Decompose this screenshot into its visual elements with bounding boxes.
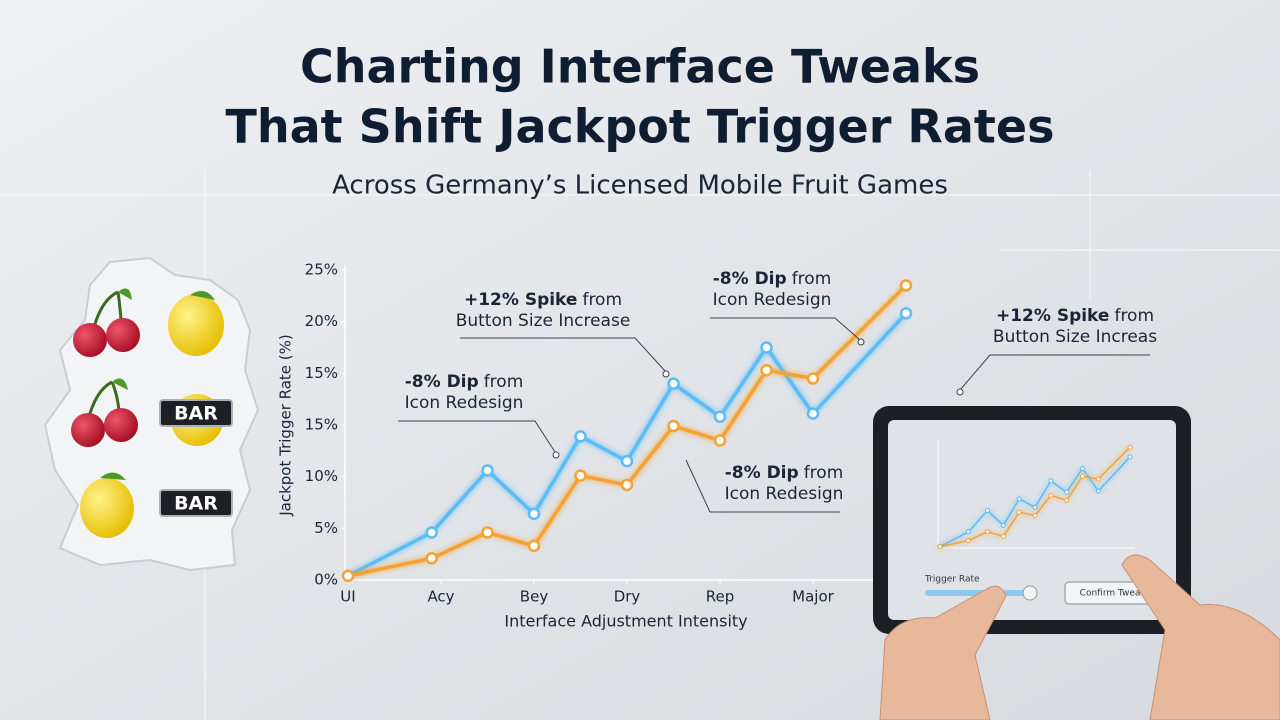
y-tick-label: 0% [314, 571, 338, 589]
annotation: +12% Spike from [996, 306, 1154, 326]
data-point [1016, 509, 1022, 515]
data-point [667, 419, 680, 433]
x-axis-title: Interface Adjustment Intensity [504, 612, 747, 631]
x-tick-label: Rep [706, 588, 735, 606]
data-point [527, 539, 541, 553]
annotation-headline: -8% Dip [713, 269, 787, 289]
mini-chart [937, 440, 1135, 550]
annotation: -8% Dip from [405, 372, 524, 392]
data-point [1000, 522, 1006, 528]
x-tick-label: Bey [520, 588, 549, 606]
callout-lines [398, 317, 1150, 513]
lemon-icon [80, 472, 134, 538]
annotation-headline: +12% Spike [996, 306, 1109, 326]
y-tick-label: 15% [305, 364, 338, 382]
data-point [806, 407, 820, 420]
data-point [966, 529, 971, 535]
title-line: That Shift Jackpot Trigger Rates [226, 100, 1055, 154]
data-point [574, 469, 587, 482]
annotation-detail: Icon Redesign [405, 393, 524, 413]
data-point [425, 552, 438, 565]
annotation-headline: -8% Dip [725, 463, 799, 483]
data-point [806, 372, 820, 385]
data-point [527, 507, 541, 521]
data-point [1095, 476, 1101, 482]
annotation-text: from [484, 372, 524, 392]
data-point [985, 508, 990, 514]
annotation: -8% Dip from [725, 463, 844, 483]
annotation: +12% Spike from [464, 290, 622, 310]
data-point [1095, 488, 1101, 494]
y-tick-label: 5% [314, 519, 338, 537]
data-point [985, 529, 990, 535]
y-axis-title: Jackpot Trigger Rate (%) [277, 334, 295, 517]
data-point [1048, 492, 1054, 498]
cherry-icon [71, 378, 138, 447]
data-point [1080, 473, 1085, 479]
annotation-headline: +12% Spike [464, 290, 577, 310]
annotation-detail: Button Size Increas [993, 327, 1157, 347]
data-point [574, 430, 587, 443]
confirm-button[interactable]: Confirm Tweaks [1080, 589, 1151, 599]
tablet: Trigger Rate Confirm Tweaks [873, 406, 1191, 634]
data-point [620, 454, 634, 468]
data-point [1032, 504, 1038, 510]
annotation-text: from [792, 269, 832, 289]
data-point [1016, 496, 1022, 502]
y-tick-label: 25% [305, 261, 338, 279]
data-point [760, 363, 773, 377]
data-point [1000, 533, 1006, 539]
annotation-text: from [582, 290, 622, 310]
x-tick-label: Acy [427, 588, 454, 606]
title-line: Charting Interface Tweaks [300, 40, 980, 94]
annotation-detail: Button Size Increase [456, 311, 631, 331]
y-tick-label: 20% [305, 312, 338, 330]
data-point [1064, 489, 1070, 495]
data-point [966, 538, 971, 544]
y-tick-label: 10% [305, 467, 338, 485]
data-point [667, 377, 680, 390]
data-point [899, 279, 913, 292]
annotation-detail: Icon Redesign [725, 484, 844, 504]
data-point [620, 478, 634, 492]
x-tick-label: Dry [614, 588, 641, 606]
data-point [937, 544, 943, 550]
chart: 0% 5% 10% 15% 15% 20% 25% UI Acy Bey Dry Rep Major [305, 261, 913, 606]
annotation-text: from [804, 463, 844, 483]
subtitle: Across Germany’s Licensed Mobile Fruit G… [332, 171, 948, 201]
data-point [713, 410, 727, 423]
cherry-icon [73, 288, 140, 357]
y-tick-label: 15% [305, 416, 338, 434]
data-point [1048, 478, 1054, 484]
data-point [425, 526, 438, 539]
lemon-icon [168, 291, 224, 356]
bar-symbol: BAR [174, 403, 218, 425]
annotation-detail: Icon Redesign [713, 290, 832, 310]
data-point [899, 307, 913, 320]
data-point [1064, 497, 1070, 503]
annotation: -8% Dip from [713, 269, 832, 289]
x-tick-label: UI [340, 588, 355, 606]
data-point [1127, 444, 1133, 450]
x-tick-label: Major [792, 588, 834, 606]
data-point [713, 434, 727, 447]
data-point [341, 569, 355, 583]
annotation-text: from [1114, 306, 1154, 326]
annotation-headline: -8% Dip [405, 372, 479, 392]
hands [879, 554, 1280, 721]
bar-symbol: BAR [174, 493, 218, 515]
data-point [1080, 466, 1085, 471]
map-panel: BAR BAR [43, 256, 260, 572]
data-point [760, 341, 773, 354]
slider-label: Trigger Rate [924, 575, 980, 585]
data-point [1032, 512, 1038, 518]
data-point [1127, 454, 1133, 460]
data-point [481, 526, 494, 539]
data-point [481, 464, 494, 477]
